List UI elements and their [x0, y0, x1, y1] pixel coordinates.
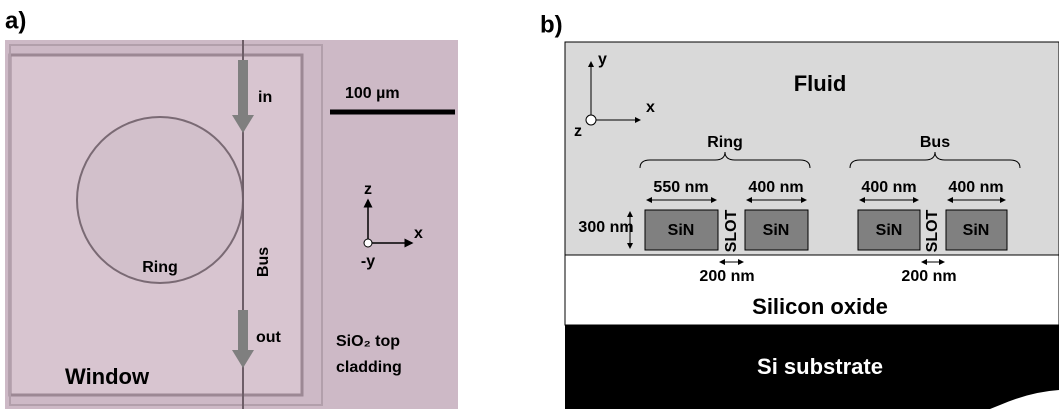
cladding-label: cladding — [336, 359, 402, 376]
width-label: 400 nm — [861, 179, 916, 196]
axis-label: -y — [361, 253, 375, 270]
panel-label: b) — [540, 11, 563, 38]
figure: a) in 100 µm Bus Ring out SiO₂ top cladd… — [0, 0, 1059, 409]
gap-label: 200 nm — [699, 268, 754, 285]
slot-label: SLOT — [924, 209, 941, 252]
axis-label: z — [364, 181, 372, 198]
sin-label: SiN — [668, 222, 695, 239]
panel-b: b) y x z Fluid Ring Bus 550 nm 400 nm 40… — [540, 11, 1059, 409]
axis-z — [586, 115, 596, 125]
slot-label: SLOT — [723, 209, 740, 252]
panel-label: a) — [5, 7, 26, 34]
bus-label: Bus — [920, 134, 950, 151]
sin-label: SiN — [876, 222, 903, 239]
ring-label: Ring — [707, 134, 743, 151]
axis-y — [364, 239, 372, 247]
axis-label: z — [574, 123, 582, 140]
axis-label: x — [414, 225, 423, 242]
bus-label: Bus — [255, 247, 272, 277]
width-label: 400 nm — [948, 179, 1003, 196]
cladding-label: SiO₂ top — [336, 333, 400, 350]
scale-label: 100 µm — [345, 85, 400, 102]
substrate-label: Si substrate — [757, 354, 883, 379]
width-label: 400 nm — [748, 179, 803, 196]
sin-label: SiN — [963, 222, 990, 239]
sin-label: SiN — [763, 222, 790, 239]
oxide-label: Silicon oxide — [752, 294, 888, 319]
window-label: Window — [65, 364, 150, 389]
fluid-label: Fluid — [794, 71, 847, 96]
ring-label: Ring — [142, 259, 178, 276]
panel-a: a) in 100 µm Bus Ring out SiO₂ top cladd… — [5, 7, 458, 409]
ring-resonator — [77, 117, 243, 283]
gap-label: 200 nm — [901, 268, 956, 285]
width-label: 550 nm — [653, 179, 708, 196]
axis-label: x — [646, 99, 655, 116]
out-label: out — [256, 329, 282, 346]
axis-label: y — [598, 51, 607, 68]
in-label: in — [258, 89, 272, 106]
height-label: 300 nm — [578, 219, 633, 236]
